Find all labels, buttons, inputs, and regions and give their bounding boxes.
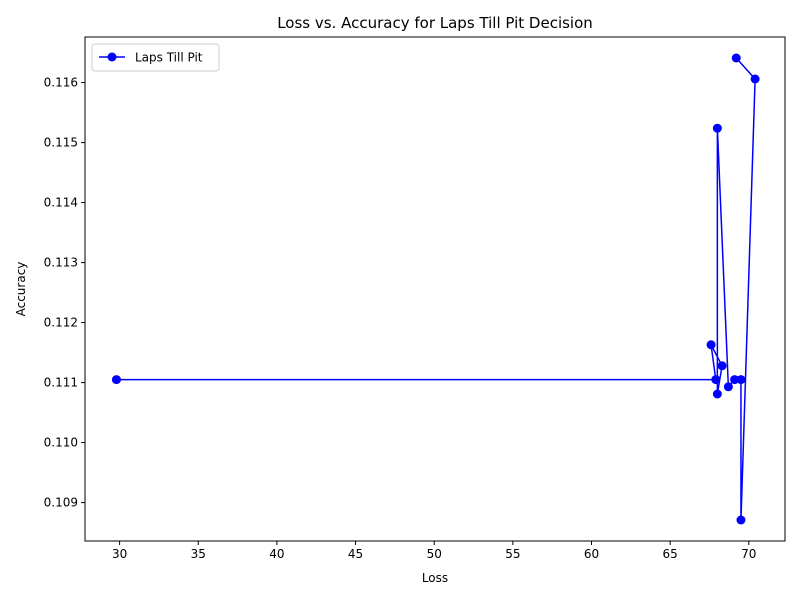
legend-box — [91, 43, 220, 72]
y-tick-label: 0.114 — [44, 196, 78, 210]
data-point — [712, 123, 722, 133]
y-tick-label: 0.111 — [44, 376, 78, 390]
data-point — [711, 375, 721, 385]
y-tick-label: 0.112 — [44, 316, 78, 330]
x-tick-label: 35 — [191, 547, 206, 561]
y-tick-label: 0.115 — [44, 136, 78, 150]
y-tick-label: 0.116 — [44, 76, 78, 90]
data-point — [723, 382, 733, 392]
data-point — [111, 375, 121, 385]
plot-frame — [84, 36, 786, 542]
x-tick-label: 55 — [505, 547, 520, 561]
data-point — [712, 389, 722, 399]
x-tick-label: 40 — [269, 547, 284, 561]
data-point — [717, 361, 727, 371]
legend-marker-swatch — [107, 52, 117, 62]
chart-title: Loss vs. Accuracy for Laps Till Pit Deci… — [277, 14, 593, 32]
data-point — [736, 515, 746, 525]
data-point — [750, 74, 760, 84]
x-tick-label: 50 — [427, 547, 442, 561]
data-point — [706, 340, 716, 350]
legend: Laps Till Pit — [91, 43, 220, 72]
y-tick-label: 0.113 — [44, 256, 78, 270]
x-tick-label: 70 — [741, 547, 756, 561]
data-point — [730, 375, 740, 385]
y-tick-label: 0.109 — [44, 496, 78, 510]
y-tick-label: 0.110 — [44, 436, 78, 450]
x-tick-label: 65 — [663, 547, 678, 561]
data-point — [736, 375, 746, 385]
y-axis-label: Accuracy — [14, 262, 28, 317]
x-tick-label: 30 — [112, 547, 127, 561]
legend-entry-label: Laps Till Pit — [135, 51, 203, 65]
series-layer — [111, 53, 760, 525]
ticks-layer: 30 35 40 45 50 55 60 65 70 0.109 0.110 0.111 0.112 0.… — [44, 76, 757, 561]
series-line-0 — [116, 57, 756, 521]
x-tick-label: 45 — [348, 547, 363, 561]
x-tick-label: 60 — [584, 547, 599, 561]
data-point — [731, 53, 741, 63]
x-axis-label: Loss — [422, 571, 448, 585]
